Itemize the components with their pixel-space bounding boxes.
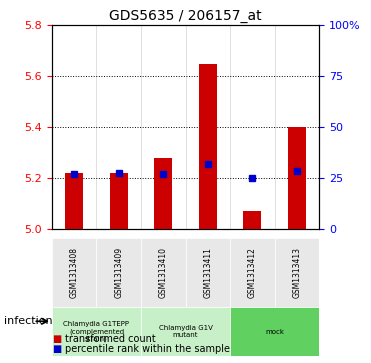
Bar xyxy=(288,127,306,229)
Bar xyxy=(110,173,128,229)
Text: GSM1313412: GSM1313412 xyxy=(248,247,257,298)
Text: ■: ■ xyxy=(52,344,61,354)
Text: infection: infection xyxy=(4,316,52,326)
Text: GSM1313413: GSM1313413 xyxy=(292,247,301,298)
Text: ■: ■ xyxy=(52,334,61,344)
FancyBboxPatch shape xyxy=(230,307,319,356)
Text: Chlamydia G1TEPP
(complemented
strain): Chlamydia G1TEPP (complemented strain) xyxy=(63,321,129,342)
Text: percentile rank within the sample: percentile rank within the sample xyxy=(65,344,230,354)
Text: GSM1313409: GSM1313409 xyxy=(114,247,123,298)
Text: mock: mock xyxy=(265,329,284,335)
Bar xyxy=(243,211,261,229)
FancyBboxPatch shape xyxy=(96,237,141,307)
Text: Chlamydia G1V
mutant: Chlamydia G1V mutant xyxy=(158,325,213,338)
Title: GDS5635 / 206157_at: GDS5635 / 206157_at xyxy=(109,9,262,23)
Bar xyxy=(199,64,217,229)
FancyBboxPatch shape xyxy=(141,307,230,356)
Text: GSM1313408: GSM1313408 xyxy=(70,247,79,298)
FancyBboxPatch shape xyxy=(230,237,275,307)
FancyBboxPatch shape xyxy=(52,237,96,307)
FancyBboxPatch shape xyxy=(186,237,230,307)
FancyBboxPatch shape xyxy=(52,307,141,356)
Text: transformed count: transformed count xyxy=(65,334,156,344)
Bar xyxy=(154,158,172,229)
Text: GSM1313410: GSM1313410 xyxy=(159,247,168,298)
Text: GSM1313411: GSM1313411 xyxy=(203,247,212,298)
FancyBboxPatch shape xyxy=(141,237,186,307)
FancyBboxPatch shape xyxy=(275,237,319,307)
Bar xyxy=(65,173,83,229)
